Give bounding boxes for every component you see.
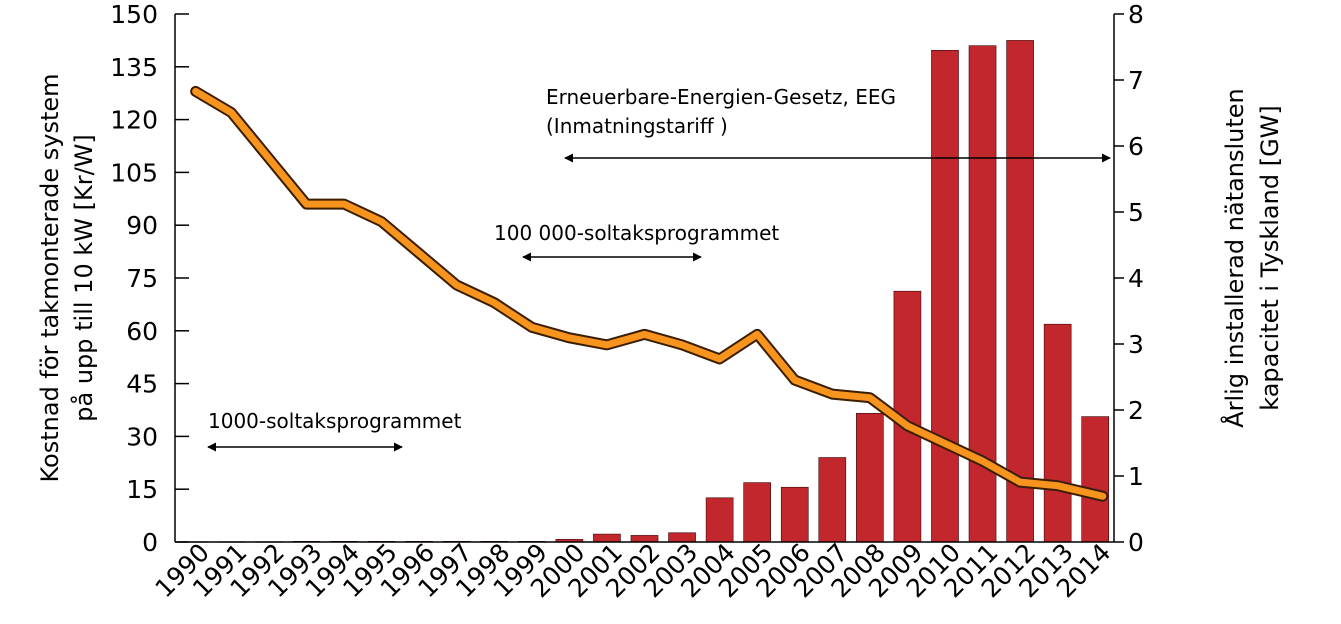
eeg-label-line2: (Inmatningstariff ): [546, 114, 728, 138]
left-tick-label: 135: [110, 53, 158, 82]
left-tick-label: 75: [126, 264, 158, 293]
left-tick-label: 0: [142, 528, 158, 557]
right-y-ticks: 0 1 2 3 4 5 6 7 8: [1114, 0, 1144, 557]
right-tick-label: 2: [1128, 396, 1144, 425]
right-tick-label: 6: [1128, 132, 1144, 161]
left-tick-label: 45: [126, 370, 158, 399]
line-series: [190, 85, 1109, 502]
right-tick-label: 5: [1128, 198, 1144, 227]
right-axis-title-line1: Årlig installerad nätansluten: [1220, 88, 1249, 428]
program-100000-label: 100 000-soltaksprogrammet: [494, 221, 779, 245]
annotations: Erneuerbare-Energien-Gesetz, EEG (Inmatn…: [207, 85, 1111, 452]
right-tick-label: 1: [1128, 462, 1144, 491]
left-tick-label: 105: [110, 158, 158, 187]
left-y-ticks: 0 15 30 45 60 75 90 105 120 135 150: [110, 0, 189, 557]
left-axis-title-line2: på upp till 10 kW [Kr/W]: [69, 134, 98, 422]
bar-2006: [780, 486, 809, 543]
left-tick-label: 15: [126, 475, 158, 504]
left-tick-label: 30: [126, 422, 158, 451]
eeg-label-line1: Erneuerbare-Energien-Gesetz, EEG: [546, 85, 896, 109]
bar-2004: [705, 497, 734, 543]
bar-2005: [743, 482, 771, 543]
right-tick-label: 8: [1128, 0, 1144, 29]
left-tick-label: 150: [110, 0, 158, 29]
cost-line-outline: [190, 85, 1109, 502]
cost-line: [192, 87, 1107, 500]
bar-2008: [856, 412, 884, 543]
bar-2014: [1081, 416, 1110, 543]
bar-2007: [818, 457, 847, 543]
x-tick-labels: 1990199119921993199419951996199719981999…: [149, 538, 1116, 603]
right-axis-title-line2: kapacitet i Tyskland [GW]: [1256, 105, 1284, 411]
bar-2013: [1043, 323, 1072, 543]
right-tick-label: 4: [1128, 264, 1144, 293]
bar-series: [179, 40, 1110, 543]
right-tick-label: 0: [1128, 528, 1144, 557]
left-tick-label: 120: [110, 106, 158, 135]
program-1000-label: 1000-soltaksprogrammet: [208, 409, 462, 433]
right-tick-label: 7: [1128, 66, 1144, 95]
right-tick-label: 3: [1128, 330, 1144, 359]
bar-2012: [1006, 40, 1034, 543]
bar-2010: [931, 49, 959, 543]
left-tick-label: 60: [126, 317, 158, 346]
left-tick-label: 90: [126, 211, 158, 240]
left-axis-title-line1: Kostnad för takmonterade system: [36, 74, 64, 483]
